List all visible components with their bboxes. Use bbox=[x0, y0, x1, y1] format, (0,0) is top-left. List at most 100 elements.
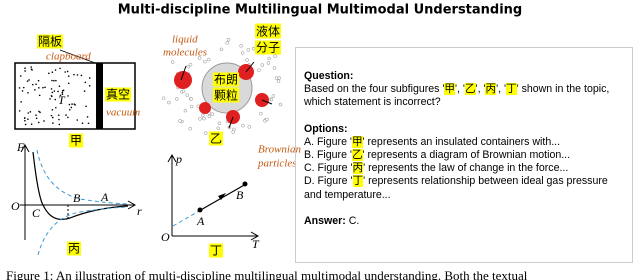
gas-dot bbox=[24, 67, 26, 70]
molecules-en: liquid bbox=[172, 34, 198, 46]
liquid-molecule bbox=[231, 130, 235, 134]
question-text: Based on the four subfigures '甲', '乙', '… bbox=[304, 83, 610, 109]
liquid-molecule bbox=[269, 97, 274, 102]
point-label: B bbox=[73, 191, 81, 205]
arrowhead bbox=[20, 143, 30, 153]
liquid-molecule bbox=[206, 57, 211, 62]
gas-dot bbox=[51, 71, 54, 74]
options-label: Options: bbox=[304, 122, 348, 135]
liquid-molecule bbox=[198, 117, 202, 121]
clapboard-zh: 隔板 bbox=[38, 35, 62, 49]
liquid-molecule bbox=[181, 89, 186, 93]
liquid-molecule bbox=[203, 59, 207, 64]
gas-dot bbox=[54, 69, 57, 71]
liquid-molecule bbox=[189, 104, 194, 109]
y-axis-label: F bbox=[16, 140, 25, 154]
gas-dot bbox=[51, 79, 53, 82]
highlight bbox=[255, 40, 282, 55]
gas-dot bbox=[50, 88, 53, 90]
molecule bbox=[174, 71, 192, 89]
highlight bbox=[69, 133, 84, 148]
gas-dot bbox=[59, 67, 61, 70]
gas-dot bbox=[23, 117, 26, 119]
answer: C. bbox=[348, 214, 360, 227]
gas-dot bbox=[88, 85, 91, 87]
options: A. Figure '甲' represents an insulated co… bbox=[304, 135, 624, 202]
liquid-molecule bbox=[203, 131, 208, 135]
gas-dot bbox=[70, 106, 73, 109]
gas-dot bbox=[76, 119, 79, 121]
liquid-molecule bbox=[186, 64, 191, 69]
gas-dot bbox=[20, 75, 22, 77]
liquid-molecule bbox=[245, 58, 249, 62]
x-axis-label: r bbox=[137, 204, 142, 218]
gas-dot bbox=[27, 91, 29, 94]
gas-dot bbox=[30, 68, 33, 70]
liquid-molecule bbox=[217, 121, 222, 126]
gas-dot bbox=[53, 79, 55, 82]
liquid-molecule bbox=[277, 76, 282, 80]
highlight bbox=[209, 243, 224, 258]
force-curve bbox=[32, 151, 129, 221]
arrowhead bbox=[218, 193, 226, 200]
figure-label: 乙 bbox=[210, 132, 222, 146]
gas-dot bbox=[61, 93, 64, 96]
gas-dot bbox=[37, 79, 40, 82]
arrow bbox=[228, 116, 234, 129]
gas-dot bbox=[67, 95, 69, 97]
state-point bbox=[197, 207, 203, 213]
liquid-molecule bbox=[167, 100, 171, 105]
point-label: A bbox=[100, 190, 109, 204]
gas-dot bbox=[58, 118, 60, 121]
gas-dot bbox=[22, 86, 25, 89]
liquid-molecule bbox=[161, 96, 166, 101]
gas-dot bbox=[35, 114, 37, 116]
gas-dot bbox=[53, 90, 56, 92]
gas-dot bbox=[73, 73, 75, 76]
molecules-zh: 液体 bbox=[256, 24, 280, 39]
gas-dot bbox=[38, 110, 40, 113]
x-axis-label: T bbox=[252, 237, 260, 251]
liquid-molecule bbox=[188, 62, 193, 67]
gas-dot bbox=[59, 94, 62, 97]
particle-zh: 颗粒 bbox=[214, 88, 238, 103]
arrow bbox=[245, 61, 255, 73]
arrowhead bbox=[167, 153, 177, 163]
liquid-molecule bbox=[272, 66, 277, 70]
figure-title: Multi-discipline Multilingual Multimodal… bbox=[118, 3, 523, 18]
gas-dot bbox=[88, 77, 91, 79]
liquid-molecule bbox=[210, 112, 215, 116]
gas-dot bbox=[51, 109, 54, 111]
pointer bbox=[59, 49, 99, 65]
particle-zh: 布朗 bbox=[214, 73, 238, 87]
origin-label: O bbox=[161, 230, 170, 244]
gas-dot bbox=[80, 74, 83, 77]
gas-dot bbox=[57, 114, 60, 116]
gas-dot bbox=[55, 79, 57, 82]
gas-dot bbox=[30, 66, 32, 68]
arrowhead bbox=[250, 231, 260, 241]
liquid-molecule bbox=[201, 113, 205, 118]
point-label: B bbox=[236, 188, 244, 202]
gas-dot bbox=[27, 112, 30, 114]
vacuum-zh: 真空 bbox=[106, 88, 130, 102]
gas-dot bbox=[29, 111, 32, 113]
state-point bbox=[242, 181, 248, 187]
liquid-molecule bbox=[178, 119, 182, 123]
gas-dot bbox=[48, 72, 50, 75]
particle-en: Brownian bbox=[258, 144, 301, 156]
gas-dot bbox=[71, 103, 73, 105]
gas-dot bbox=[67, 116, 69, 119]
gas-dot bbox=[20, 101, 22, 103]
liquid-molecule bbox=[276, 79, 281, 83]
gas-dot bbox=[62, 89, 65, 92]
liquid-molecule bbox=[202, 116, 206, 121]
liquid-molecule bbox=[207, 114, 212, 119]
gas-dot bbox=[86, 116, 89, 118]
vacuum-en: vacuum bbox=[106, 107, 140, 119]
gas-dot bbox=[49, 98, 51, 100]
liquid-molecule bbox=[189, 97, 193, 101]
figure-label: 丙 bbox=[68, 242, 80, 256]
liquid-molecule bbox=[278, 102, 283, 107]
